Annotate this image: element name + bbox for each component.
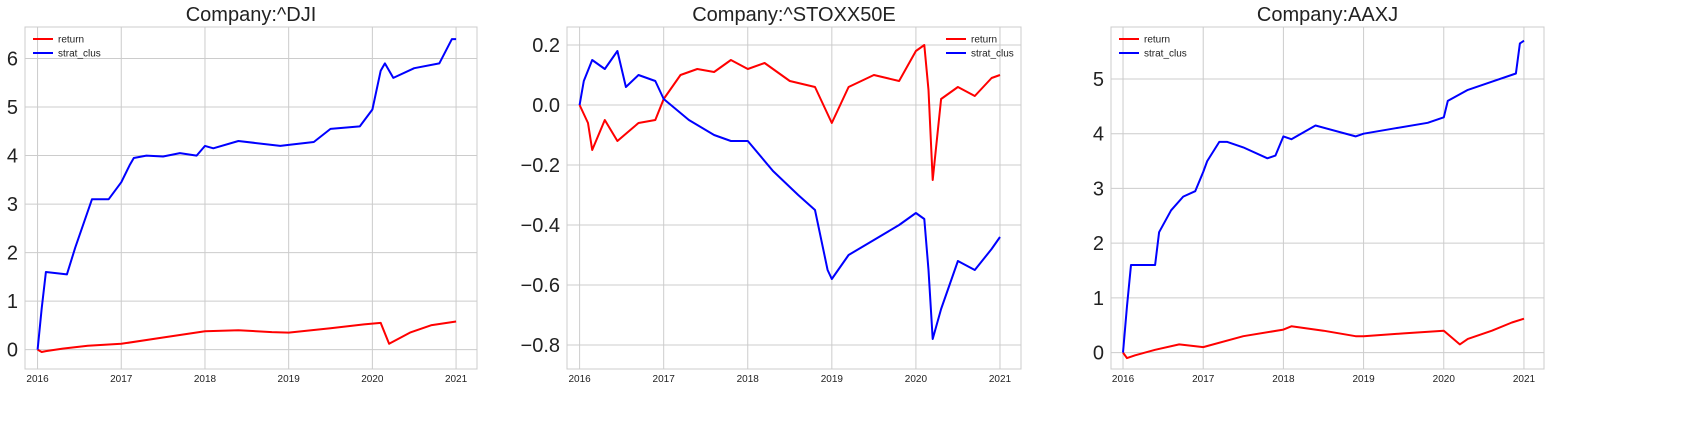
y-tick-label: −0.6: [521, 275, 560, 297]
chart-title: Company:^STOXX50E: [692, 4, 896, 26]
x-tick-label: 2019: [821, 374, 844, 385]
x-tick-label: 2019: [1352, 374, 1375, 385]
x-tick-label: 2020: [905, 374, 928, 385]
legend-label: return: [971, 35, 997, 46]
x-tick-label: 2021: [445, 374, 468, 385]
y-tick-label: 3: [7, 194, 18, 216]
y-tick-label: 2: [7, 243, 18, 265]
legend-label: return: [58, 35, 84, 46]
legend-label: strat_clus: [58, 49, 101, 60]
x-tick-label: 2020: [1433, 374, 1456, 385]
y-tick-label: −0.4: [521, 215, 560, 237]
chart-1: Company:^STOXX50E 2016 2017 2018 2019 2020 202…: [521, 4, 1022, 385]
x-tick-label: 2020: [361, 374, 384, 385]
x-tick-label: 2016: [568, 374, 591, 385]
plot-area: [566, 26, 1022, 370]
y-tick-label: 4: [1093, 124, 1104, 146]
y-tick-label: −0.2: [521, 155, 560, 177]
series-line-return: [37, 320, 457, 353]
y-tick-label: 0: [1093, 343, 1104, 365]
y-tick-label: 1: [7, 291, 18, 313]
plot-area: [1110, 26, 1545, 370]
x-tick-label: 2021: [989, 374, 1012, 385]
chart-0: Company:^DJI 2016 2017 2018 2019 2020 2021 0 1 2 3…: [7, 4, 478, 385]
y-tick-label: 5: [1093, 69, 1104, 91]
y-tick-label: 0.2: [532, 35, 560, 57]
legend-label: strat_clus: [971, 49, 1014, 60]
y-tick-label: −0.8: [521, 335, 560, 357]
x-tick-label: 2018: [1272, 374, 1295, 385]
series-line-return: [1122, 317, 1525, 360]
plot-area: [24, 26, 478, 370]
x-tick-label: 2017: [110, 374, 133, 385]
legend-label: strat_clus: [1144, 49, 1187, 60]
chart-title: Company:^DJI: [186, 4, 317, 26]
y-tick-label: 1: [1093, 288, 1104, 310]
legend-label: return: [1144, 35, 1170, 46]
y-tick-label: 5: [7, 97, 18, 119]
x-tick-label: 2016: [26, 374, 49, 385]
x-tick-label: 2017: [653, 374, 676, 385]
legend: return strat_clus: [946, 35, 1014, 60]
series-line-return: [578, 44, 1001, 181]
y-tick-label: 6: [7, 49, 18, 71]
y-tick-label: 0.0: [532, 95, 560, 117]
y-tick-label: 2: [1093, 233, 1104, 255]
x-tick-label: 2018: [737, 374, 760, 385]
series-line-strat_clus: [578, 50, 1001, 340]
x-tick-label: 2017: [1192, 374, 1215, 385]
chart-title: Company:AAXJ: [1257, 4, 1398, 26]
y-tick-label: 0: [7, 340, 18, 362]
x-tick-label: 2018: [194, 374, 217, 385]
legend: return strat_clus: [33, 35, 101, 60]
series-line-strat_clus: [1122, 39, 1525, 353]
y-tick-label: 3: [1093, 178, 1104, 200]
legend: return strat_clus: [1119, 35, 1187, 60]
chart-2: Company:AAXJ 2016 2017 2018 2019 2020 2021 0 1 2 3…: [1093, 4, 1545, 385]
series-line-strat_clus: [36, 38, 457, 350]
y-tick-label: 4: [7, 146, 18, 168]
x-tick-label: 2016: [1112, 374, 1135, 385]
x-tick-label: 2021: [1513, 374, 1536, 385]
x-tick-label: 2019: [278, 374, 301, 385]
